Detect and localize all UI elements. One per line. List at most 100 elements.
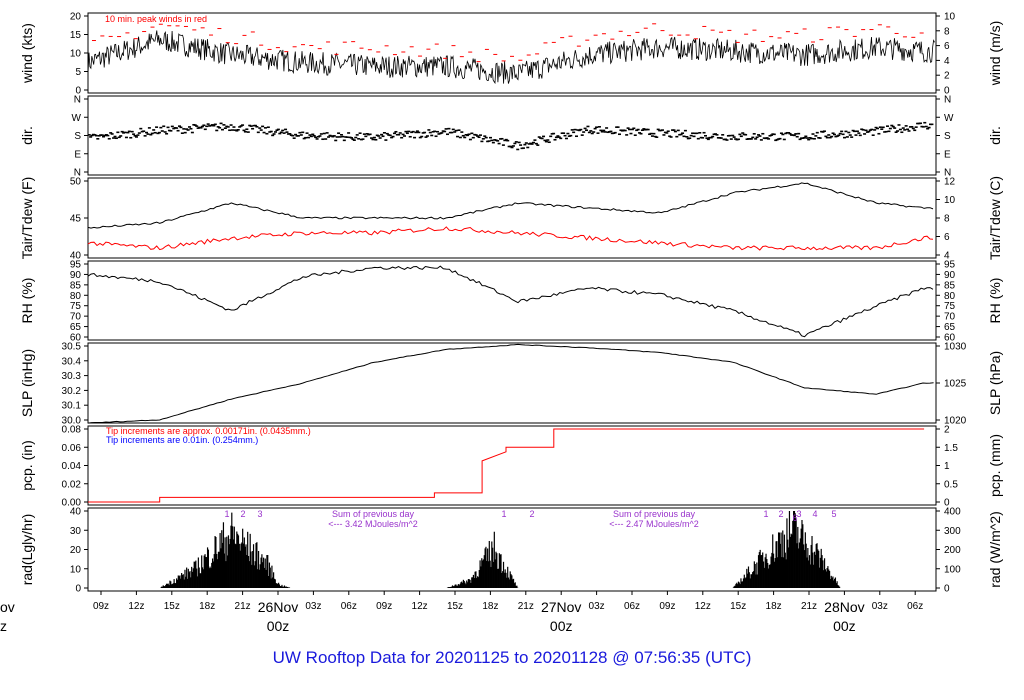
right-axis-label-pressure: SLP (hPa) [987, 351, 1003, 415]
left-axis-label-temperature: Tair/Tdew (F) [19, 177, 35, 259]
left-axis-label-humidity: RH (%) [19, 278, 35, 324]
left-tick-label: 30.3 [62, 371, 82, 382]
left-tick-label: 90 [70, 270, 82, 281]
right-tick-label: N [944, 168, 951, 179]
left-tick-label: 95 [70, 260, 82, 271]
right-tick-label: 10 [944, 195, 956, 206]
right-tick-label: 2 [944, 425, 950, 436]
left-tick-label: 30 [70, 526, 82, 537]
right-tick-label: 90 [944, 270, 956, 281]
right-tick-label: 300 [944, 526, 961, 537]
rh-line [87, 265, 934, 338]
x-hour-label: 21z [801, 601, 817, 612]
tair-line [87, 182, 934, 229]
left-tick-label: 40 [70, 507, 82, 518]
x-day-hour-label: 00z [550, 618, 573, 634]
right-tick-label: S [944, 131, 951, 142]
x-hour-label: 06z [624, 601, 640, 612]
radiation-marker: 4 [812, 509, 817, 519]
right-tick-label: 1025 [944, 379, 967, 390]
x-hour-label: 09z [659, 601, 675, 612]
radiation-marker: 3 [796, 509, 801, 519]
precip-line [88, 428, 925, 503]
clipped-day-fragment: ov [0, 599, 15, 615]
left-tick-label: E [74, 149, 81, 160]
x-hour-label: 06z [341, 601, 357, 612]
left-tick-label: 0.08 [62, 425, 82, 436]
x-hour-label: 03z [305, 601, 321, 612]
figure-title: UW Rooftop Data for 20201125 to 20201128… [272, 648, 752, 667]
right-tick-label: W [944, 113, 954, 124]
slp-line [87, 343, 934, 424]
right-tick-label: 95 [944, 260, 956, 271]
radiation-marker: 1 [501, 509, 506, 519]
right-tick-label: 10 [944, 12, 956, 23]
right-tick-label: 12 [944, 177, 956, 188]
x-day-label: 26Nov [258, 599, 298, 615]
right-tick-label: 1.5 [944, 443, 958, 454]
right-tick-label: 60 [944, 333, 956, 344]
x-hour-label: 09z [376, 601, 392, 612]
left-tick-label: 0 [75, 584, 81, 595]
left-tick-label: 80 [70, 291, 82, 302]
left-tick-label: 30.0 [62, 416, 82, 427]
panel-frame-humidity [87, 260, 937, 341]
left-tick-label: 40 [70, 251, 82, 262]
right-axis-label-humidity: RH (%) [987, 278, 1003, 324]
left-axis-label-pressure: SLP (inHg) [19, 349, 35, 417]
right-tick-label: 100 [944, 564, 961, 575]
right-axis-label-precipitation: pcp. (mm) [987, 434, 1003, 497]
left-tick-label: 0.06 [62, 443, 82, 454]
right-tick-label: 200 [944, 545, 961, 556]
x-hour-label: 15z [447, 601, 463, 612]
left-tick-label: W [72, 113, 82, 124]
right-tick-label: 0 [944, 498, 950, 509]
right-axis-label-radiation: rad (W/m^2) [987, 511, 1003, 588]
x-hour-label: 15z [164, 601, 180, 612]
daily-sum-title: Sum of previous day [613, 509, 696, 519]
right-tick-label: 75 [944, 301, 956, 312]
right-tick-label: N [944, 95, 951, 106]
tip-note-blue: Tip increments are 0.01in. (0.254mm.) [106, 435, 258, 445]
left-axis-label-radiation: rad(Lgly/hr) [19, 514, 35, 586]
x-hour-label: 12z [412, 601, 428, 612]
clipped-hour-fragment: z [0, 618, 7, 634]
left-tick-label: 30.4 [62, 356, 82, 367]
left-tick-label: N [74, 95, 81, 106]
right-tick-label: 2 [944, 71, 950, 82]
right-tick-label: 85 [944, 280, 956, 291]
left-axis-label-precipitation: pcp. (in) [19, 440, 35, 491]
left-tick-label: 20 [70, 12, 82, 23]
x-hour-label: 18z [199, 601, 215, 612]
left-tick-label: 0.04 [62, 461, 82, 472]
wind-speed-line [87, 30, 935, 85]
panel-frame-pressure [87, 342, 937, 424]
right-tick-label: 65 [944, 322, 956, 333]
right-tick-label: 80 [944, 291, 956, 302]
x-hour-label: 12z [128, 601, 144, 612]
radiation-marker: 6 [792, 513, 797, 523]
right-axis-label-direction: dir. [987, 126, 1003, 145]
right-tick-label: 1020 [944, 416, 967, 427]
right-tick-label: 0 [944, 86, 950, 97]
x-hour-label: 18z [766, 601, 782, 612]
tip-note-red: Tip increments are approx. 0.00171in. (0… [106, 426, 311, 436]
right-tick-label: 400 [944, 507, 961, 518]
right-tick-label: 0 [944, 584, 950, 595]
right-tick-label: 8 [944, 26, 950, 37]
x-day-hour-label: 00z [833, 618, 856, 634]
x-hour-label: 21z [518, 601, 534, 612]
panel-frame-wind [87, 12, 937, 94]
left-tick-label: 10 [70, 49, 82, 60]
x-day-label: 28Nov [824, 599, 864, 615]
tdew-line [87, 226, 934, 251]
x-day-hour-label: 00z [267, 618, 290, 634]
left-tick-label: 10 [70, 564, 82, 575]
radiation-marker: 2 [240, 509, 245, 519]
x-hour-label: 06z [907, 601, 923, 612]
left-tick-label: 85 [70, 280, 82, 291]
right-tick-label: 70 [944, 312, 956, 323]
right-tick-label: 0.5 [944, 479, 958, 490]
left-tick-label: 20 [70, 545, 82, 556]
